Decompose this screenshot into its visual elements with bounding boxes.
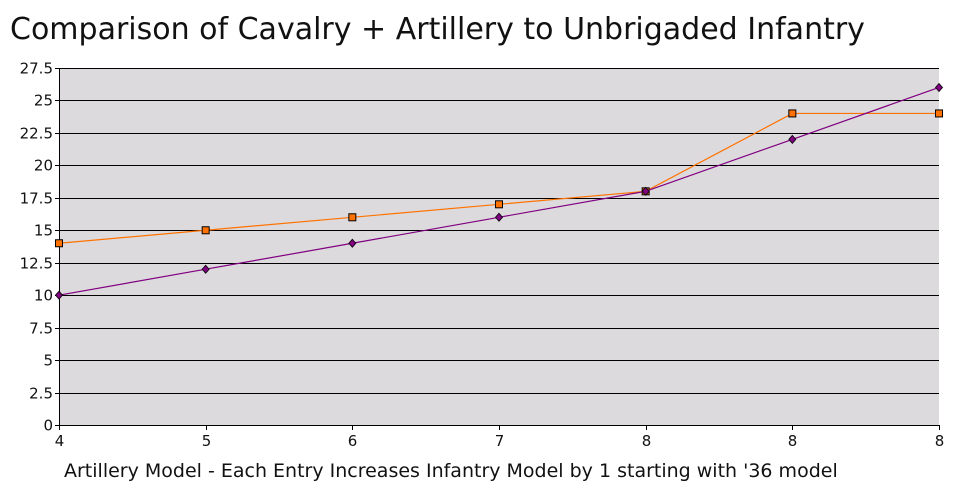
- x-tick-label: 6: [348, 432, 358, 450]
- x-tick-label: 5: [202, 432, 212, 450]
- x-tick-label: 8: [935, 432, 945, 450]
- data-point-diamond: [348, 238, 357, 248]
- x-tick-label: 8: [642, 432, 652, 450]
- data-point-square: [788, 109, 797, 118]
- chart-title: Comparison of Cavalry + Artillery to Unb…: [10, 12, 865, 47]
- x-tick-label: 8: [788, 432, 798, 450]
- data-point-diamond: [494, 212, 504, 222]
- y-tick-label: 0: [43, 417, 53, 435]
- data-point-square: [495, 200, 503, 209]
- data-point-square: [935, 109, 943, 118]
- y-tick-label: 12.5: [20, 255, 53, 273]
- y-tick-label: 20: [34, 157, 53, 175]
- data-point-square: [55, 239, 63, 248]
- y-tick-label: 17.5: [20, 190, 53, 208]
- y-tick-label: 25: [34, 92, 53, 110]
- data-point-square: [348, 213, 357, 222]
- data-point-diamond: [201, 264, 210, 274]
- data-point-square: [201, 226, 210, 235]
- y-tick-label: 2.5: [29, 385, 53, 403]
- data-point-diamond: [54, 290, 64, 300]
- x-axis-label: Artillery Model - Each Entry Increases I…: [64, 460, 838, 482]
- y-tick-label: 15: [34, 222, 53, 240]
- data-point-diamond: [934, 82, 944, 93]
- y-tick-label: 10: [34, 287, 53, 305]
- x-tick-label: 4: [55, 432, 65, 450]
- data-point-diamond: [788, 134, 797, 145]
- y-tick-label: 27.5: [20, 60, 53, 78]
- y-tick-label: 7.5: [29, 320, 53, 338]
- y-tick-label: 22.5: [20, 125, 53, 143]
- plot-area: [59, 68, 939, 425]
- x-tick-label: 7: [495, 432, 505, 450]
- y-tick-label: 5: [43, 352, 53, 370]
- data-point-diamond: [641, 186, 650, 196]
